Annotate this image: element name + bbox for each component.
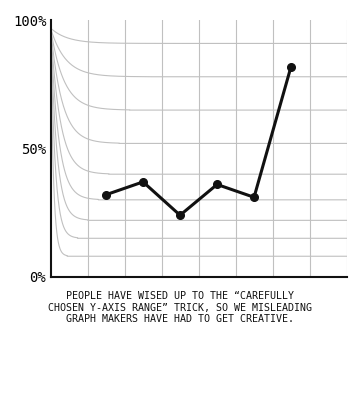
Text: PEOPLE HAVE WISED UP TO THE “CAREFULLY
CHOSEN Y-AXIS RANGE” TRICK, SO WE MISLEAD: PEOPLE HAVE WISED UP TO THE “CAREFULLY C… <box>48 291 313 324</box>
